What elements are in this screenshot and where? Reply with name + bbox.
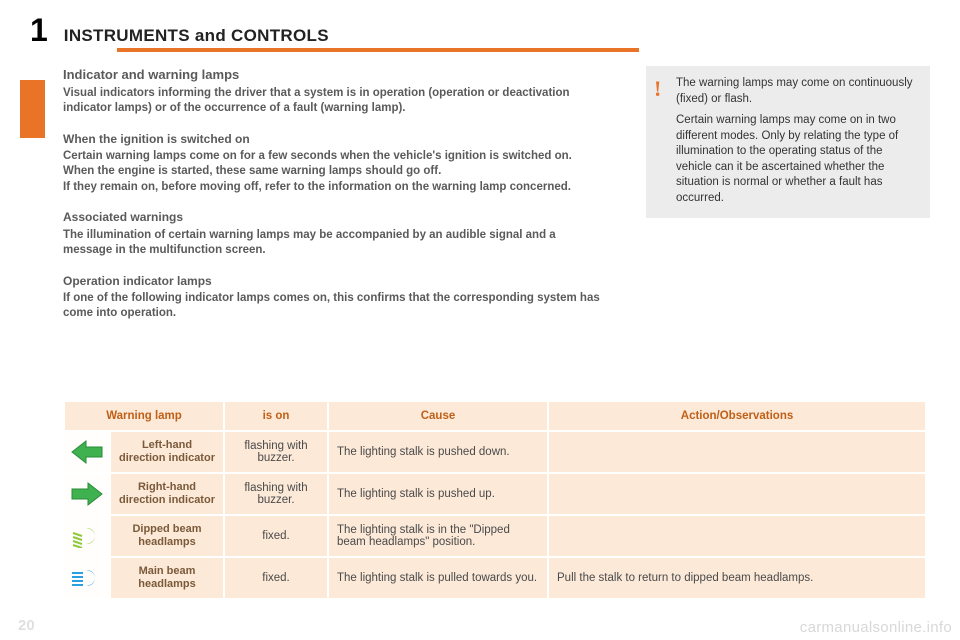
left-arrow-icon	[65, 432, 109, 472]
right-arrow-icon	[65, 474, 109, 514]
intro-text: Visual indicators informing the driver t…	[63, 86, 608, 117]
table-row: Right-hand direction indicator flashing …	[65, 474, 925, 514]
section-title: Indicator and warning lamps	[63, 66, 608, 84]
dipped-beam-icon	[65, 516, 109, 556]
col-action: Action/Observations	[549, 402, 925, 430]
table-row: Left-hand direction indicator flashing w…	[65, 432, 925, 472]
table-row: Dipped beam headlamps fixed. The lightin…	[65, 516, 925, 556]
header-rule	[117, 48, 639, 52]
body-column: Indicator and warning lamps Visual indic…	[63, 66, 608, 322]
sub1-p1: Certain warning lamps come on for a few …	[63, 149, 608, 165]
chapter-number: 1	[30, 14, 48, 46]
info-p2: Certain warning lamps may come on in two…	[676, 113, 918, 206]
sub1-p3: If they remain on, before moving off, re…	[63, 180, 608, 196]
lamp-action	[549, 474, 925, 514]
sub2-p1: The illumination of certain warning lamp…	[63, 228, 608, 259]
lamp-cause: The lighting stalk is in the "Dipped bea…	[329, 516, 547, 556]
sub1-p2: When the engine is started, these same w…	[63, 164, 608, 180]
lamp-action	[549, 516, 925, 556]
warning-lamps-table: Warning lamp is on Cause Action/Observat…	[63, 400, 927, 600]
table-row: Main beam headlamps fixed. The lighting …	[65, 558, 925, 598]
lamp-cause: The lighting stalk is pulled towards you…	[329, 558, 547, 598]
col-is-on: is on	[225, 402, 327, 430]
subheading-operation: Operation indicator lamps	[63, 273, 608, 289]
lamp-cause: The lighting stalk is pushed down.	[329, 432, 547, 472]
caution-icon: !	[654, 74, 661, 104]
lamp-ison: flashing with buzzer.	[225, 432, 327, 472]
info-p1: The warning lamps may come on continuous…	[676, 76, 918, 107]
header: 1 INSTRUMENTS and CONTROLS	[30, 14, 930, 46]
col-warning-lamp: Warning lamp	[65, 402, 223, 430]
page-number: 20	[18, 617, 35, 634]
lamp-name: Left-hand direction indicator	[111, 432, 223, 472]
lamp-action	[549, 432, 925, 472]
lamp-ison: flashing with buzzer.	[225, 474, 327, 514]
lamp-cause: The lighting stalk is pushed up.	[329, 474, 547, 514]
lamp-name: Dipped beam headlamps	[111, 516, 223, 556]
side-tab	[20, 80, 45, 138]
main-beam-icon	[65, 558, 109, 598]
header-title: INSTRUMENTS and CONTROLS	[64, 26, 329, 46]
sub3-p1: If one of the following indicator lamps …	[63, 291, 608, 322]
watermark: carmanualsonline.info	[800, 619, 952, 636]
lamp-action: Pull the stalk to return to dipped beam …	[549, 558, 925, 598]
page: 1 INSTRUMENTS and CONTROLS Indicator and…	[0, 0, 960, 640]
lamp-name: Right-hand direction indicator	[111, 474, 223, 514]
col-cause: Cause	[329, 402, 547, 430]
info-box: ! The warning lamps may come on continuo…	[646, 66, 930, 218]
subheading-ignition: When the ignition is switched on	[63, 131, 608, 147]
lamp-ison: fixed.	[225, 558, 327, 598]
subheading-associated: Associated warnings	[63, 209, 608, 225]
lamp-ison: fixed.	[225, 516, 327, 556]
lamp-name: Main beam headlamps	[111, 558, 223, 598]
